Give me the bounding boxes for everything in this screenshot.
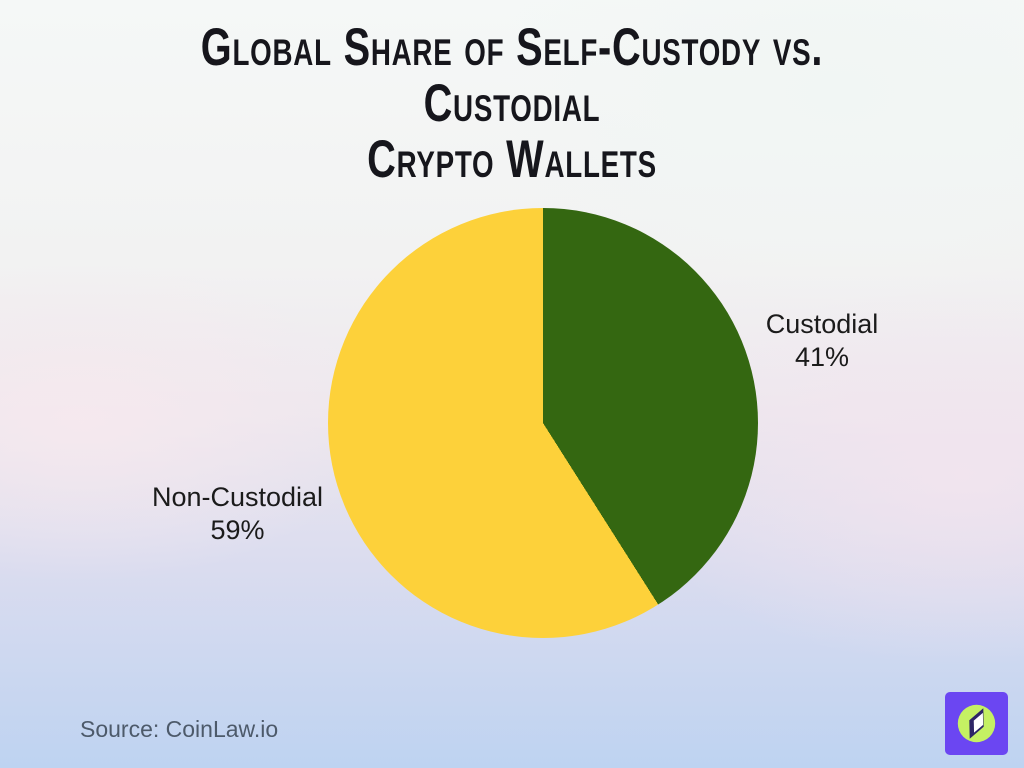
slice-label-custodial-name: Custodial	[765, 309, 879, 339]
slice-label-noncustodial: Non-Custodial 59%	[110, 481, 365, 547]
slice-label-custodial: Custodial 41%	[712, 308, 932, 374]
slice-label-noncustodial-name: Non-Custodial	[151, 482, 324, 512]
compass-needle-light	[973, 712, 984, 733]
pie-chart	[328, 208, 758, 638]
chart-title-line2: Crypto Wallets	[367, 130, 657, 189]
chart-title-line1: Global Share of Self-Custody vs. Custodi…	[200, 18, 824, 133]
slice-label-custodial-pct: 41%	[794, 342, 850, 372]
source-attribution: Source: CoinLaw.io	[80, 716, 279, 742]
coinlaw-logo	[945, 692, 1008, 755]
compass-icon	[945, 692, 1008, 755]
chart-title: Global Share of Self-Custody vs. Custodi…	[128, 20, 896, 188]
slice-label-noncustodial-pct: 59%	[210, 515, 265, 545]
